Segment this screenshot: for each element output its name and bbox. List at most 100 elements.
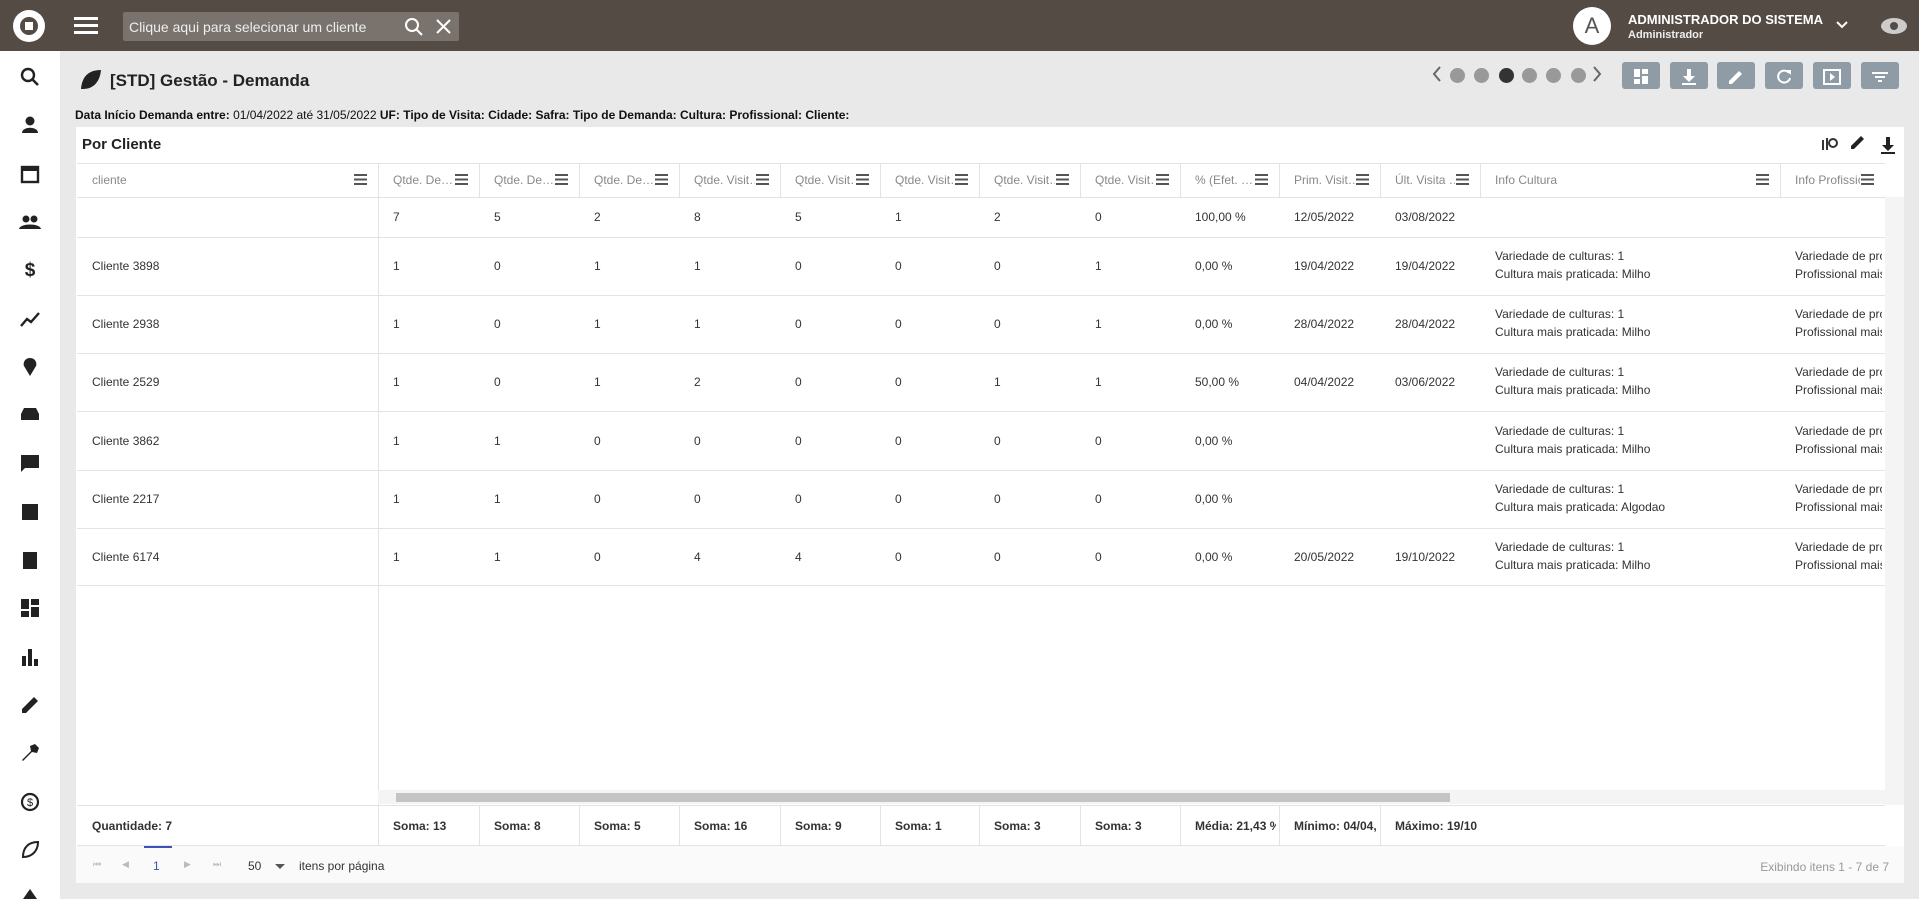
- data-cell: 2: [694, 375, 701, 389]
- toolbar-button[interactable]: [1622, 62, 1660, 89]
- carousel-dot[interactable]: [1499, 68, 1514, 83]
- scroll-thumb[interactable]: [396, 793, 1450, 802]
- column-header[interactable]: Qtde. Visit…: [694, 173, 755, 187]
- column-menu[interactable]: [455, 174, 468, 185]
- column-header[interactable]: Info Cultura: [1495, 173, 1558, 187]
- column-header[interactable]: Qtde. Visit…: [1095, 173, 1155, 187]
- column-menu[interactable]: [756, 174, 769, 185]
- sidebar-icon[interactable]: [19, 742, 41, 764]
- pager-page[interactable]: 1: [153, 859, 160, 873]
- toolbar-button[interactable]: [1861, 62, 1899, 89]
- column-header[interactable]: Últ. Visita …: [1395, 173, 1455, 187]
- carousel-dot[interactable]: [1522, 68, 1537, 83]
- column-header[interactable]: Qtde. Visit…: [795, 173, 855, 187]
- sidebar-icon[interactable]: [19, 308, 41, 330]
- column-header[interactable]: Qtde. Visit…: [994, 173, 1055, 187]
- sidebar-icon[interactable]: [19, 694, 41, 716]
- column-menu[interactable]: [1861, 174, 1874, 185]
- toolbar-button[interactable]: [1813, 62, 1851, 89]
- sidebar-icon[interactable]: [19, 646, 41, 668]
- data-cell: 0,00 %: [1195, 259, 1233, 273]
- data-cell: 0,00 %: [1195, 317, 1233, 331]
- sidebar-icon[interactable]: [19, 452, 41, 474]
- grid-line: [77, 805, 1885, 806]
- carousel-prev[interactable]: [1432, 66, 1442, 82]
- data-cell: 0: [895, 433, 902, 448]
- carousel-dot[interactable]: [1474, 68, 1489, 83]
- info-line: Variedade de culturas: 1: [1495, 482, 1625, 496]
- data-cell: 1: [1095, 375, 1102, 389]
- avatar[interactable]: A: [1573, 7, 1611, 45]
- info-line: Cultura mais praticada: Milho: [1495, 267, 1651, 281]
- sidebar-icon[interactable]: [19, 66, 41, 88]
- pager-nav[interactable]: ◀: [122, 859, 129, 869]
- column-header[interactable]: cliente: [92, 173, 127, 187]
- carousel-dot[interactable]: [1571, 68, 1586, 83]
- column-menu[interactable]: [1356, 174, 1369, 185]
- sidebar-icon[interactable]: [19, 501, 41, 523]
- visibility-icon[interactable]: [1880, 15, 1908, 37]
- toolbar-button[interactable]: [1717, 62, 1755, 89]
- client-name: Cliente 3862: [92, 433, 160, 448]
- sidebar-icon[interactable]: [19, 597, 41, 619]
- sidebar-icon[interactable]: [19, 163, 41, 185]
- info-line: Cultura mais praticada: Milho: [1495, 441, 1651, 456]
- column-header[interactable]: Qtde. De…: [393, 173, 454, 187]
- page-size-toggle[interactable]: [275, 864, 285, 869]
- carousel-next[interactable]: [1592, 66, 1602, 82]
- column-menu[interactable]: [1255, 174, 1268, 185]
- sidebar-icon[interactable]: [19, 356, 41, 378]
- sidebar-icon[interactable]: [19, 839, 41, 861]
- column-menu[interactable]: [856, 174, 869, 185]
- total-cell: 5: [494, 210, 501, 224]
- toolbar-button[interactable]: [1670, 62, 1708, 89]
- data-cell: 0: [694, 433, 701, 448]
- column-header[interactable]: Prim. Visit…: [1294, 173, 1355, 187]
- sidebar-icon[interactable]: [19, 549, 41, 571]
- page-size[interactable]: 50: [248, 859, 262, 873]
- column-header[interactable]: Info Profissional: [1795, 173, 1860, 187]
- total-cell: 100,00 %: [1195, 210, 1246, 224]
- data-cell: 1: [393, 492, 400, 506]
- menu-button[interactable]: [74, 15, 100, 37]
- user-dropdown[interactable]: [1835, 20, 1849, 30]
- search-placeholder[interactable]: Clique aqui para selecionar um cliente: [129, 19, 367, 35]
- search-icon[interactable]: [404, 17, 424, 37]
- pager-nav[interactable]: ▶: [184, 859, 191, 869]
- data-cell: 0: [494, 259, 501, 273]
- column-header[interactable]: Qtde. De…: [494, 173, 554, 187]
- sidebar-icon[interactable]: [19, 887, 41, 899]
- search-box[interactable]: [123, 12, 459, 41]
- column-header[interactable]: Qtde. Visit…: [895, 173, 954, 187]
- carousel-dot[interactable]: [1450, 68, 1465, 83]
- filter-label: Tipo de Demanda:: [572, 108, 677, 122]
- column-menu[interactable]: [655, 174, 668, 185]
- grid-line: [1480, 163, 1481, 197]
- sidebar-icon[interactable]: [19, 404, 41, 426]
- column-menu[interactable]: [1056, 174, 1069, 185]
- panel: [76, 127, 1904, 883]
- column-header[interactable]: Qtde. De…: [594, 173, 654, 187]
- column-menu[interactable]: [955, 174, 968, 185]
- sidebar-icon[interactable]: [19, 114, 41, 136]
- panel-tools[interactable]: [1820, 135, 1900, 155]
- column-menu[interactable]: [555, 174, 568, 185]
- column-header[interactable]: % (Efet. …: [1195, 173, 1254, 187]
- column-menu[interactable]: [1156, 174, 1169, 185]
- sidebar-icon[interactable]: [19, 211, 41, 233]
- column-menu[interactable]: [1456, 174, 1469, 185]
- carousel-dot[interactable]: [1546, 68, 1561, 83]
- sidebar-icon[interactable]: $: [19, 791, 41, 813]
- pager-nav[interactable]: ⏮: [93, 859, 102, 869]
- pager-nav[interactable]: ⏭: [213, 859, 222, 869]
- toolbar-button[interactable]: [1765, 62, 1803, 89]
- grid-line: [378, 805, 379, 845]
- column-menu[interactable]: [1756, 174, 1769, 185]
- filter-label: Cultura:: [680, 108, 726, 122]
- footer-summary: Soma: 8: [494, 819, 541, 833]
- sidebar-icon[interactable]: $: [19, 259, 41, 281]
- filter-label: Profissional:: [729, 108, 803, 122]
- column-menu[interactable]: [354, 174, 367, 185]
- clear-icon[interactable]: [435, 18, 453, 36]
